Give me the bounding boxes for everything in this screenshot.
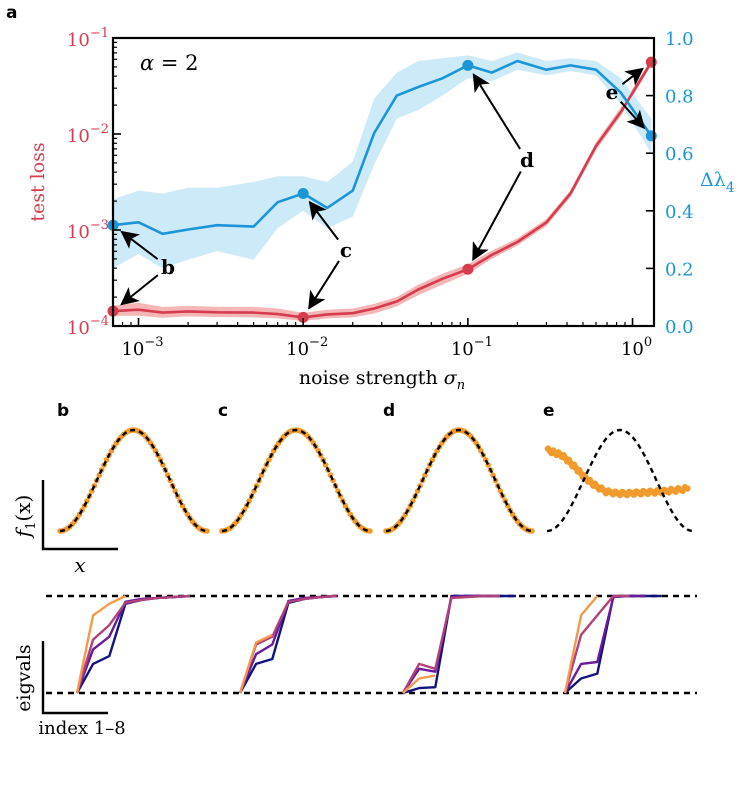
callout-arrow-c-1 [308, 260, 340, 310]
callout-arrow-b-1 [120, 274, 159, 306]
fit-point [204, 528, 210, 534]
callout-label-b: b [161, 255, 175, 279]
tick-label-right: 1.0 [665, 29, 694, 50]
right-axis-label: Δλ4 [700, 169, 735, 196]
panel-label-b: b [57, 401, 69, 421]
alpha-annotation: α = 2 [140, 51, 199, 75]
tick-label-right: 0.0 [665, 317, 694, 338]
function-fits [57, 427, 694, 534]
panel-label-c: c [218, 401, 228, 421]
index-axis-label: index 1–8 [38, 718, 125, 739]
eig-curve-d-2 [401, 594, 500, 694]
tick-label: 10−3 [67, 218, 109, 243]
tick-label-right: 0.6 [665, 144, 694, 165]
highlight-point-1-1 [297, 188, 309, 200]
panel-a: a 10−3 10−2 10−1 100 10−4 10−3 10−2 10−1 0.0 0.2 0… [6, 3, 735, 393]
panel-label-d: d [383, 401, 395, 421]
tick-label: 10−4 [67, 314, 109, 339]
reference-curve-e [546, 428, 694, 533]
eig-curve-e-2 [563, 594, 630, 694]
fit-point [529, 528, 535, 534]
eig-curve-c-3 [238, 633, 273, 694]
eig-curve-d-3 [402, 674, 436, 694]
panel-label-a: a [6, 3, 17, 23]
highlight-point-1-3 [645, 130, 657, 142]
callout-arrow-e-0 [621, 67, 644, 86]
callout-arrow-d-1 [472, 170, 522, 262]
highlight-point-0-3 [645, 56, 657, 68]
eig-curve-e-3 [563, 595, 599, 694]
panel-label-e: e [543, 401, 555, 421]
tick-label: 10−1 [451, 335, 493, 360]
callout-arrow-b-0 [120, 230, 159, 260]
series-line-1 [112, 59, 653, 236]
highlight-point-0-2 [462, 263, 474, 275]
band-1 [113, 52, 652, 269]
eig-curve-b-2 [75, 594, 191, 694]
a-ticks: 10−3 10−2 10−1 100 10−4 10−3 10−2 10−1 0.0 0.2 0.4… [67, 26, 694, 360]
highlight-point-1-2 [462, 59, 474, 71]
a-bands [113, 52, 652, 321]
tick-label: 10−2 [67, 122, 109, 147]
eigvals-axis-label: eigvals [13, 644, 35, 711]
series-line-0 [112, 61, 653, 319]
a-callouts: b c d e [120, 67, 646, 310]
f1-scale-bar [41, 480, 118, 551]
reference-curve-b [59, 428, 208, 533]
a-plot-frame [111, 36, 656, 328]
callout-arrow-c-0 [308, 200, 339, 241]
callout-label-d: d [520, 148, 534, 172]
x-label-row2: x [74, 553, 85, 577]
tick-label: 100 [621, 335, 652, 360]
fit-point [684, 485, 691, 492]
a-points [107, 56, 657, 323]
fit-point [367, 528, 373, 534]
callout-arrow-d-0 [472, 73, 521, 150]
reference-curve-d [385, 428, 533, 533]
x-axis-label: noise strength σn [299, 367, 465, 393]
tick-label: 10−1 [67, 26, 109, 51]
eig-curve-e-1 [563, 594, 646, 694]
tick-label-right: 0.8 [665, 87, 694, 108]
reference-curve-c [221, 428, 371, 533]
tick-label-right: 0.4 [665, 202, 694, 223]
a-lines [112, 59, 653, 319]
left-axis-label: test loss [27, 142, 49, 221]
tick-label: 10−2 [286, 335, 328, 360]
eig-scale-bar [41, 641, 108, 715]
eigenvalue-curves [46, 594, 697, 695]
tick-label: 10−3 [121, 335, 163, 360]
callout-label-e: e [606, 80, 619, 104]
eig-curve-b-1 [75, 594, 191, 694]
f1-axis-label: f1(x) [11, 495, 39, 540]
eig-curve-b-3 [75, 594, 126, 694]
tick-label-right: 0.2 [665, 259, 694, 280]
eig-curve-b-0 [75, 594, 191, 694]
callout-label-c: c [340, 238, 352, 262]
highlight-point-0-1 [297, 311, 309, 323]
callout-arrow-e-1 [619, 101, 646, 130]
